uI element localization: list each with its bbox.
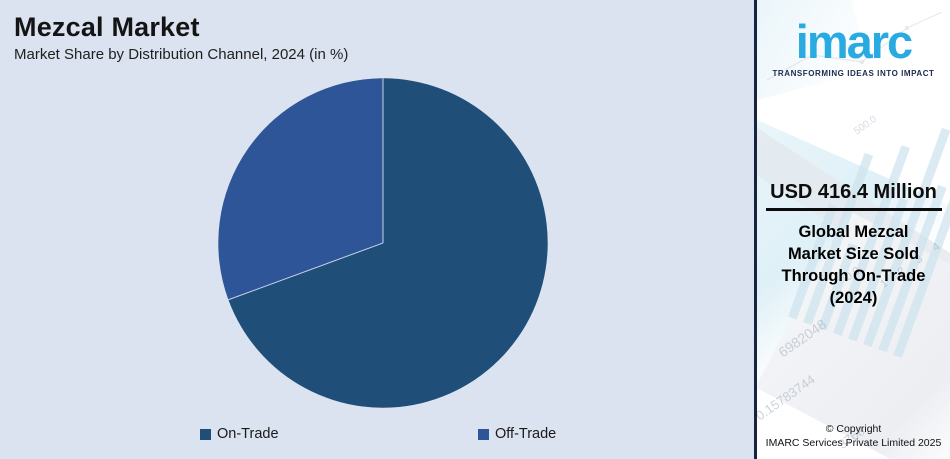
- legend-swatch-off-trade: [478, 428, 489, 440]
- copyright-line-2: IMARC Services Private Limited 2025: [765, 437, 942, 449]
- pie-slice-on-trade: [228, 78, 548, 408]
- legend-item-on-trade: On-Trade: [200, 426, 279, 442]
- legend-label-on-trade: On-Trade: [217, 426, 279, 442]
- sidebar: 6982048 0.15783744 3768 0.0 1 2 3 4 500.…: [754, 0, 950, 459]
- imarc-logo-text: imarc: [795, 15, 913, 68]
- market-size-description: Global Mezcal Market Size Sold Through O…: [757, 221, 950, 309]
- pie-chart: [218, 78, 548, 408]
- page-title: Mezcal Market: [14, 12, 200, 42]
- description-line: (2024): [829, 289, 878, 307]
- divider: [766, 208, 942, 211]
- watermark-line-chart: [766, 11, 943, 81]
- copyright: © Copyright IMARC Services Private Limit…: [757, 422, 950, 450]
- market-size-value: USD 416.4 Million: [770, 181, 937, 203]
- legend-label-off-trade: Off-Trade: [495, 426, 557, 442]
- imarc-logo-tagline: TRANSFORMING IDEAS INTO IMPACT: [772, 68, 935, 78]
- legend-swatch-on-trade: [200, 428, 211, 440]
- copyright-line-1: © Copyright: [825, 423, 882, 435]
- chart-subtitle: Market Share by Distribution Channel, 20…: [14, 46, 349, 63]
- legend-item-off-trade: Off-Trade: [478, 426, 556, 442]
- description-line: Global Mezcal: [798, 223, 909, 241]
- chart-area: Mezcal Market Market Share by Distributi…: [0, 0, 754, 459]
- description-line: Market Size Sold: [787, 245, 920, 263]
- pie-slice-off-trade: [218, 78, 383, 300]
- pie-slice-border: [228, 242, 384, 301]
- imarc-logo: imarc TRANSFORMING IDEAS INTO IMPACT: [757, 0, 950, 78]
- description-line: Through On-Trade: [781, 267, 926, 285]
